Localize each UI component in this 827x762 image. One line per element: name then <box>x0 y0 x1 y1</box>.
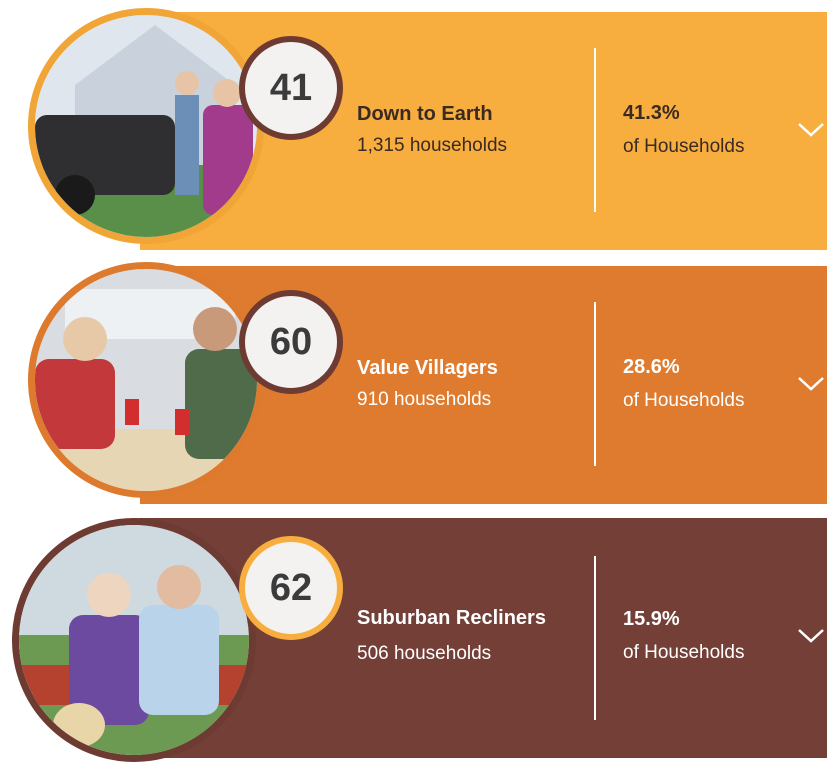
expand-chevron[interactable] <box>796 626 826 646</box>
segment-name: Down to Earth <box>357 103 493 125</box>
segment-photo <box>12 518 256 762</box>
percent-label: of Households <box>623 390 745 411</box>
segment-info: Value Villagers 910 households <box>357 262 567 506</box>
household-count: 1,315 households <box>357 135 508 156</box>
share-info: 15.9% of Households <box>623 514 793 758</box>
segment-row[interactable]: 60 Value Villagers 910 households 28.6% … <box>0 262 827 506</box>
household-count: 910 households <box>357 389 492 410</box>
expand-chevron[interactable] <box>796 374 826 394</box>
divider <box>594 48 596 212</box>
percent-label: of Households <box>623 136 745 157</box>
expand-chevron[interactable] <box>796 120 826 140</box>
segment-number: 41 <box>239 36 343 140</box>
share-info: 28.6% of Households <box>623 262 793 506</box>
segment-photo <box>28 8 264 244</box>
percent: 28.6% <box>623 356 680 378</box>
percent-label: of Households <box>623 642 745 663</box>
segment-info: Suburban Recliners 506 households <box>357 514 547 758</box>
segment-photo <box>28 262 264 498</box>
segment-number: 60 <box>239 290 343 394</box>
segment-number: 62 <box>239 536 343 640</box>
divider <box>594 556 596 720</box>
divider <box>594 302 596 466</box>
share-info: 41.3% of Households <box>623 8 793 252</box>
percent: 15.9% <box>623 608 680 630</box>
household-count: 506 households <box>357 643 492 664</box>
segment-row[interactable]: 41 Down to Earth 1,315 households 41.3% … <box>0 8 827 252</box>
segment-row[interactable]: 62 Suburban Recliners 506 households 15.… <box>0 514 827 762</box>
segment-name: Suburban Recliners <box>357 607 546 629</box>
percent: 41.3% <box>623 102 680 124</box>
segment-info: Down to Earth 1,315 households <box>357 8 567 252</box>
segment-name: Value Villagers <box>357 357 498 379</box>
